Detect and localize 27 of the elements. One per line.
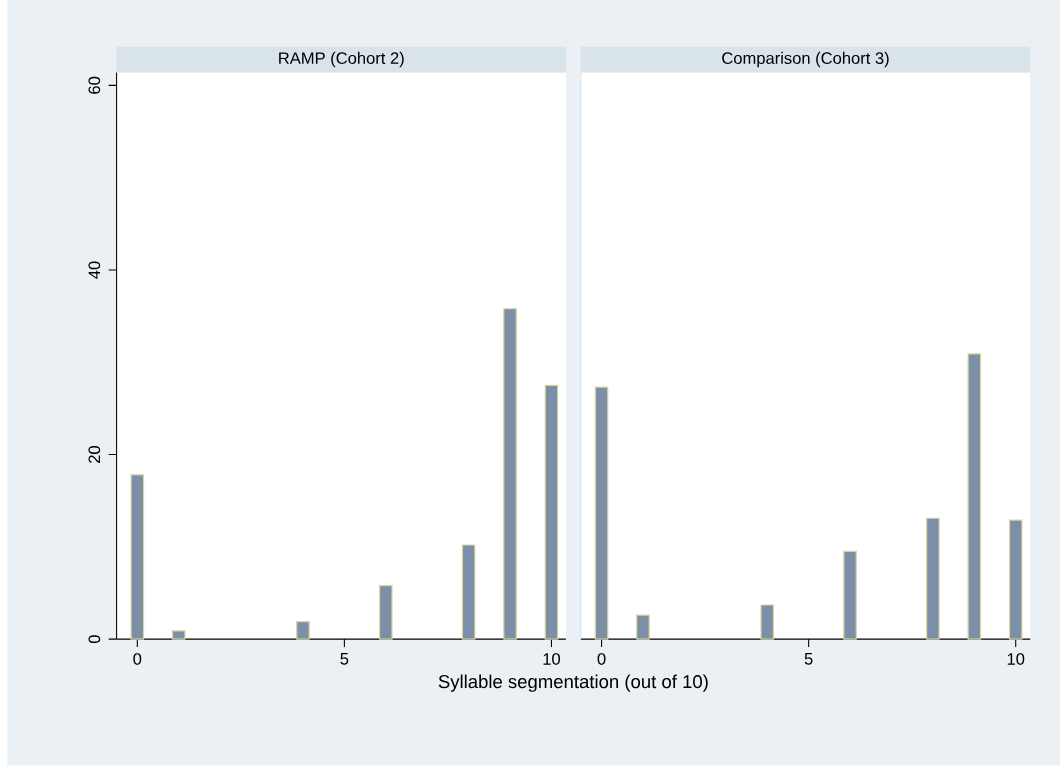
bar bbox=[843, 551, 857, 640]
bar bbox=[171, 630, 186, 640]
bar bbox=[967, 353, 982, 640]
bar bbox=[544, 384, 559, 640]
bar bbox=[378, 585, 393, 640]
x-tick-label: 0 bbox=[597, 653, 606, 666]
bar bbox=[594, 386, 609, 640]
x-tick-label: 5 bbox=[340, 653, 349, 665]
y-tick-label: 40 bbox=[88, 261, 101, 279]
chart-title: Comparison (Cohort 3) bbox=[722, 52, 889, 68]
bar bbox=[760, 604, 775, 640]
x-tick-label: 5 bbox=[804, 653, 813, 665]
bar bbox=[130, 474, 145, 640]
bar bbox=[1008, 519, 1023, 640]
y-tick-label: 20 bbox=[88, 446, 101, 464]
bar bbox=[636, 614, 650, 640]
y-tick-label: 60 bbox=[88, 77, 101, 94]
y-tick-label: 0 bbox=[88, 635, 101, 644]
x-tick-label: 10 bbox=[543, 653, 561, 666]
bar bbox=[461, 544, 476, 640]
bar bbox=[296, 621, 310, 640]
x-tick-label: 10 bbox=[1007, 653, 1025, 666]
x-axis-title: Syllable segmentation (out of 10) bbox=[438, 674, 708, 693]
bar bbox=[503, 308, 517, 640]
chart-title: RAMP (Cohort 2) bbox=[279, 52, 404, 68]
bar bbox=[926, 517, 940, 640]
x-tick-label: 0 bbox=[133, 653, 142, 666]
